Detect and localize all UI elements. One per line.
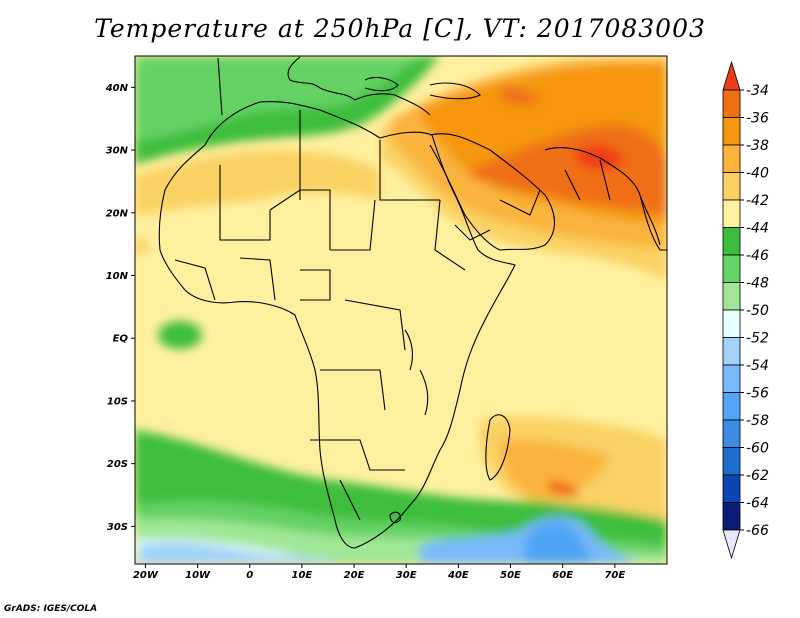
colorbar-swatch (722, 502, 741, 531)
lat-tick-label: EQ (113, 334, 129, 345)
lat-tick-label: 20S (107, 459, 128, 470)
colorbar-swatch (722, 282, 741, 311)
lon-tick-label: 20E (344, 570, 365, 581)
lat-tick-label: 30N (106, 146, 129, 157)
lon-tick-label: 60E (552, 570, 573, 581)
colorbar-level-label: -60 (746, 441, 769, 457)
colorbar-swatch (722, 172, 741, 201)
lon-tick-label: 10E (292, 570, 313, 581)
colorbar-level-label: -52 (746, 331, 769, 347)
colorbar-swatch (722, 337, 741, 366)
colorbar-swatch (722, 60, 741, 91)
colorbar-swatch (722, 254, 741, 283)
colorbar-level-label: -48 (746, 276, 769, 292)
temperature-field (135, 56, 667, 564)
coastlines (158, 56, 667, 549)
colorbar-swatch (722, 364, 741, 393)
colorbar-level-label: -62 (746, 468, 769, 484)
colorbar: -34 -36 -38 -40 -42 -44 -46 -48 -50 -52 -54 -56 -58 -… (722, 60, 769, 560)
lon-tick-label: 20W (133, 570, 159, 581)
lat-tick-label: 10S (107, 396, 128, 407)
colorbar-swatch (722, 392, 741, 421)
lat-tick-label: 20N (106, 208, 129, 219)
lon-tick-label: 10W (185, 570, 211, 581)
lon-tick-label: 0 (246, 570, 253, 581)
colorbar-level-label: -56 (746, 386, 769, 402)
colorbar-level-label: -40 (746, 166, 769, 182)
colorbar-level-label: -44 (746, 221, 769, 237)
lon-tick-label: 50E (500, 570, 521, 581)
lat-tick-label: 40N (105, 83, 129, 94)
chart-title: Temperature at 250hPa [C], VT: 201708300… (94, 14, 706, 43)
colorbar-swatch (722, 419, 741, 448)
map-frame (134, 55, 668, 565)
colorbar-swatch (722, 199, 741, 228)
lat-tick-label: 10N (106, 271, 129, 282)
colorbar-level-label: -36 (746, 111, 769, 127)
colorbar-swatch (722, 144, 741, 173)
colorbar-level-label: -38 (746, 138, 769, 154)
colorbar-swatch (722, 309, 741, 338)
colorbar-swatch (722, 89, 741, 118)
lon-tick-label: 30E (396, 570, 417, 581)
colorbar-level-label: -46 (746, 248, 769, 264)
colorbar-level-label: -54 (746, 358, 769, 374)
colorbar-level-label: -66 (746, 523, 769, 539)
lat-tick-label: 30S (107, 522, 128, 533)
colorbar-level-label: -64 (746, 496, 769, 512)
colorbar-swatch (722, 474, 741, 503)
colorbar-level-label: -34 (746, 83, 769, 99)
colorbar-swatch (722, 117, 741, 146)
latitude-axis: 40N 30N 20N 10N EQ 10S 20S 30S (105, 83, 135, 533)
grads-credit: GrADS: IGES/COLA (4, 604, 98, 614)
colorbar-level-label: -50 (746, 303, 769, 319)
colorbar-level-label: -42 (746, 193, 769, 209)
colorbar-swatch (722, 447, 741, 476)
longitude-axis: 20W 10W 0 10E 20E 30E 40E 50E 60E 70E (133, 564, 625, 581)
lon-tick-label: 70E (604, 570, 625, 581)
lon-tick-label: 40E (447, 570, 469, 581)
colorbar-swatch (722, 227, 741, 256)
colorbar-level-label: -58 (746, 413, 769, 429)
colorbar-swatch (722, 529, 741, 560)
